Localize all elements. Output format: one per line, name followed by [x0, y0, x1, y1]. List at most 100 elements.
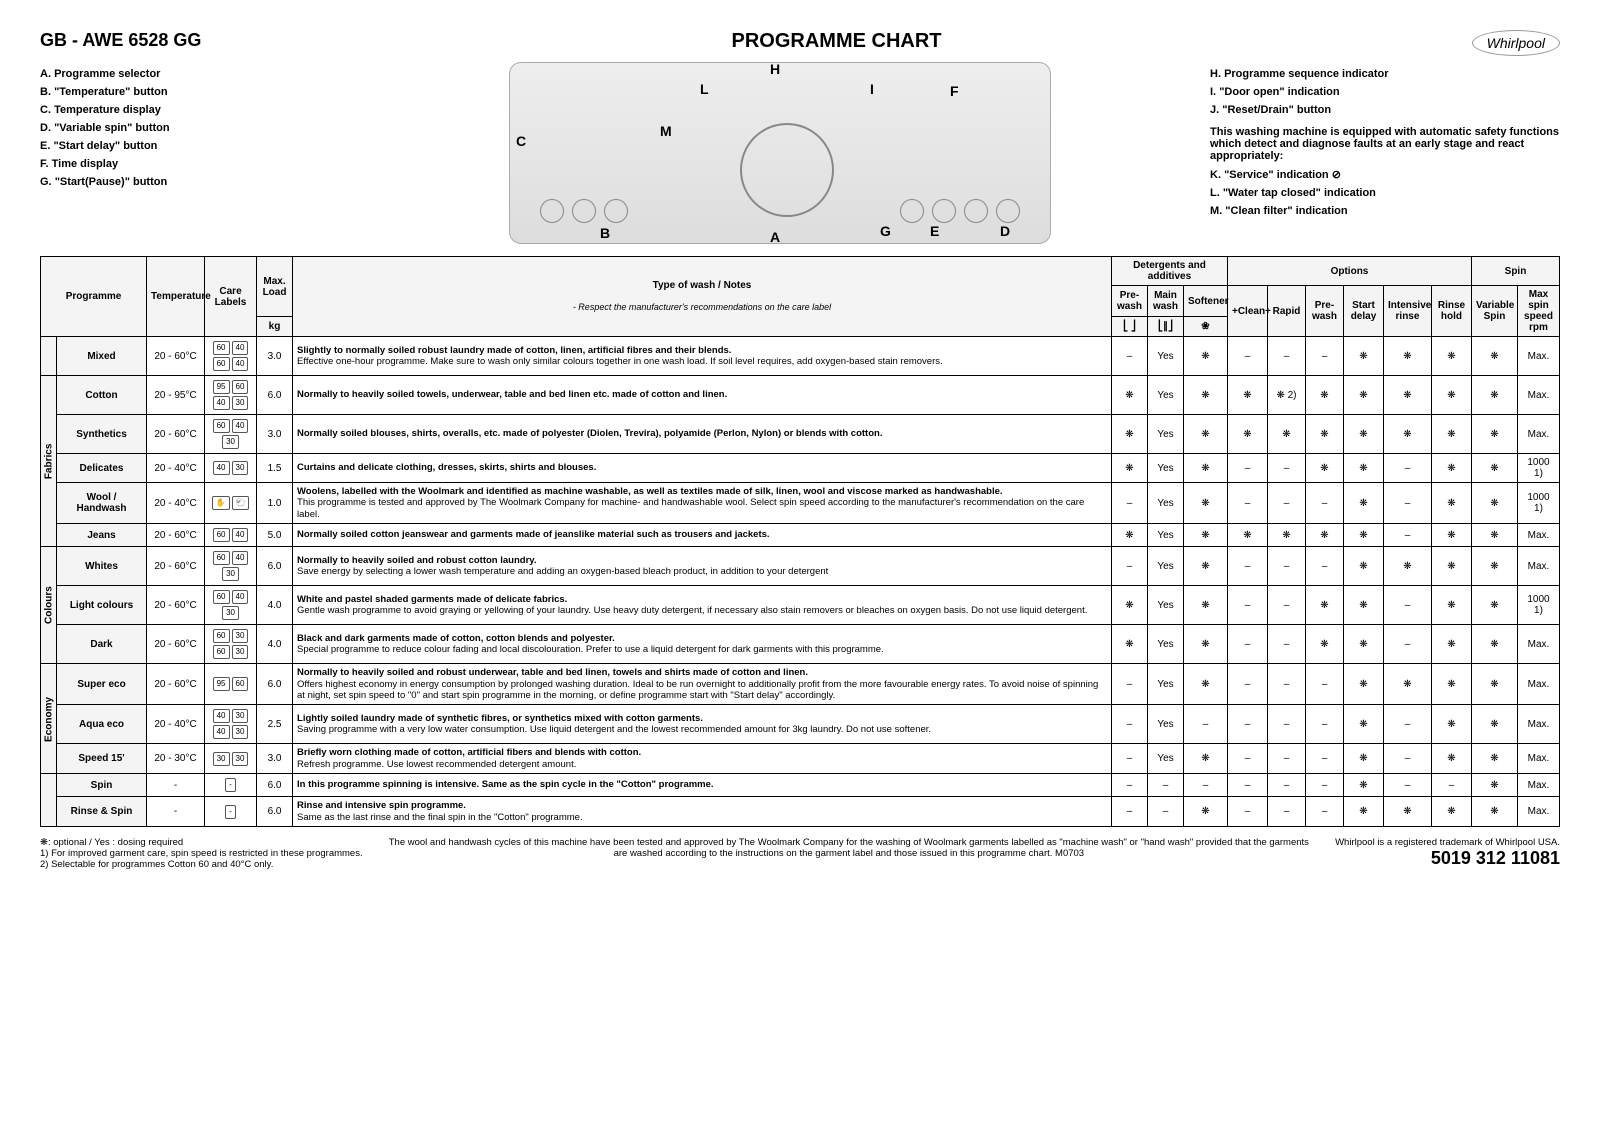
- table-row: Synthetics20 - 60°C6040303.0Normally soi…: [41, 415, 1560, 454]
- table-row: Jeans20 - 60°C60405.0Normally soiled cot…: [41, 524, 1560, 547]
- option-cell: Max.: [1517, 524, 1559, 547]
- group-label: [41, 774, 57, 827]
- temperature-cell: 20 - 60°C: [147, 625, 205, 664]
- option-cell: ❋: [1343, 744, 1383, 774]
- option-cell: ❋: [1111, 415, 1147, 454]
- programme-name: Wool / Handwash: [57, 483, 147, 524]
- option-cell: ❋: [1383, 415, 1431, 454]
- option-cell: ❋: [1471, 524, 1517, 547]
- option-cell: ❋: [1471, 586, 1517, 625]
- option-cell: ❋: [1471, 705, 1517, 744]
- legend-item: M. "Clean filter" indication: [1210, 205, 1560, 217]
- load-cell: 5.0: [257, 524, 293, 547]
- footer-note: ❋: optional / Yes : dosing required: [40, 837, 363, 848]
- option-cell: ❋: [1431, 586, 1471, 625]
- option-cell: ❋: [1431, 337, 1471, 376]
- option-cell: ❋: [1343, 625, 1383, 664]
- option-cell: ❋: [1431, 547, 1471, 586]
- option-cell: Yes: [1147, 744, 1183, 774]
- option-cell: Max.: [1517, 625, 1559, 664]
- option-cell: –: [1227, 744, 1267, 774]
- th-prewash-opt: Pre-wash: [1305, 286, 1343, 337]
- legend-item: B. "Temperature" button: [40, 86, 350, 98]
- th-type-sub: - Respect the manufacturer's recommendat…: [573, 302, 831, 312]
- option-cell: ❋: [1471, 664, 1517, 705]
- legend-item: I. "Door open" indication: [1210, 86, 1560, 98]
- option-cell: ❋: [1343, 705, 1383, 744]
- load-cell: 1.0: [257, 483, 293, 524]
- option-cell: –: [1305, 744, 1343, 774]
- part-number: 5019 312 11081: [1335, 848, 1560, 869]
- option-cell: –: [1111, 664, 1147, 705]
- option-cell: –: [1111, 337, 1147, 376]
- option-cell: –: [1383, 625, 1431, 664]
- option-cell: –: [1227, 797, 1267, 827]
- option-cell: ❋: [1471, 744, 1517, 774]
- option-cell: ❋: [1305, 625, 1343, 664]
- option-cell: ❋: [1183, 483, 1227, 524]
- option-cell: –: [1267, 454, 1305, 483]
- option-cell: ❋: [1343, 483, 1383, 524]
- notes-cell: Slightly to normally soiled robust laund…: [293, 337, 1112, 376]
- option-cell: –: [1267, 547, 1305, 586]
- legend-left: A. Programme selectorB. "Temperature" bu…: [40, 62, 350, 244]
- option-cell: ❋: [1431, 744, 1471, 774]
- notes-cell: In this programme spinning is intensive.…: [293, 774, 1112, 797]
- option-cell: –: [1183, 774, 1227, 797]
- care-labels-cell: 60406040: [205, 337, 257, 376]
- option-cell: –: [1267, 744, 1305, 774]
- option-cell: ❋: [1183, 625, 1227, 664]
- legend-item: H. Programme sequence indicator: [1210, 68, 1560, 80]
- option-cell: ❋: [1111, 625, 1147, 664]
- care-labels-cell: -: [205, 797, 257, 827]
- table-row: Delicates20 - 40°C40301.5Curtains and de…: [41, 454, 1560, 483]
- option-cell: –: [1147, 797, 1183, 827]
- table-row: Rinse & Spin--6.0Rinse and intensive spi…: [41, 797, 1560, 827]
- th-type: Type of wash / Notes - Respect the manuf…: [293, 257, 1112, 337]
- load-cell: 3.0: [257, 744, 293, 774]
- th-load-unit: kg: [257, 317, 293, 337]
- safety-note: This washing machine is equipped with au…: [1210, 126, 1560, 162]
- option-cell: Yes: [1147, 586, 1183, 625]
- th-detergents: Detergents and additives: [1111, 257, 1227, 286]
- programme-name: Jeans: [57, 524, 147, 547]
- option-cell: 1000 1): [1517, 454, 1559, 483]
- option-cell: ❋: [1383, 337, 1431, 376]
- load-cell: 2.5: [257, 705, 293, 744]
- temperature-cell: 20 - 30°C: [147, 744, 205, 774]
- legend-item: G. "Start(Pause)" button: [40, 176, 350, 188]
- option-cell: Yes: [1147, 625, 1183, 664]
- option-cell: ❋: [1431, 483, 1471, 524]
- option-cell: ❋: [1431, 625, 1471, 664]
- legend-item: E. "Start delay" button: [40, 140, 350, 152]
- legend-right: H. Programme sequence indicator I. "Door …: [1210, 62, 1560, 244]
- programme-name: Mixed: [57, 337, 147, 376]
- notes-cell: Normally soiled blouses, shirts, overall…: [293, 415, 1112, 454]
- option-cell: –: [1383, 524, 1431, 547]
- trademark-line: Whirlpool is a registered trademark of W…: [1335, 837, 1560, 848]
- care-labels-cell: 604030: [205, 586, 257, 625]
- option-cell: Max.: [1517, 774, 1559, 797]
- option-cell: –: [1227, 547, 1267, 586]
- group-label: Colours: [41, 547, 57, 664]
- option-cell: ❋: [1183, 337, 1227, 376]
- option-cell: –: [1305, 705, 1343, 744]
- option-cell: –: [1431, 774, 1471, 797]
- th-options: Options: [1227, 257, 1471, 286]
- care-labels-cell: 604030: [205, 547, 257, 586]
- th-temp: Temperature: [147, 257, 205, 337]
- load-cell: 3.0: [257, 337, 293, 376]
- option-cell: ❋: [1383, 797, 1431, 827]
- notes-cell: Normally soiled cotton jeanswear and gar…: [293, 524, 1112, 547]
- option-cell: ❋: [1471, 774, 1517, 797]
- option-cell: ❋: [1267, 415, 1305, 454]
- programme-name: Synthetics: [57, 415, 147, 454]
- option-cell: –: [1227, 625, 1267, 664]
- option-cell: ❋: [1183, 744, 1227, 774]
- load-cell: 6.0: [257, 797, 293, 827]
- option-cell: ❋: [1183, 376, 1227, 415]
- option-cell: –: [1147, 774, 1183, 797]
- option-cell: ❋: [1305, 454, 1343, 483]
- table-row: ColoursWhites20 - 60°C6040306.0Normally …: [41, 547, 1560, 586]
- option-cell: 1000 1): [1517, 483, 1559, 524]
